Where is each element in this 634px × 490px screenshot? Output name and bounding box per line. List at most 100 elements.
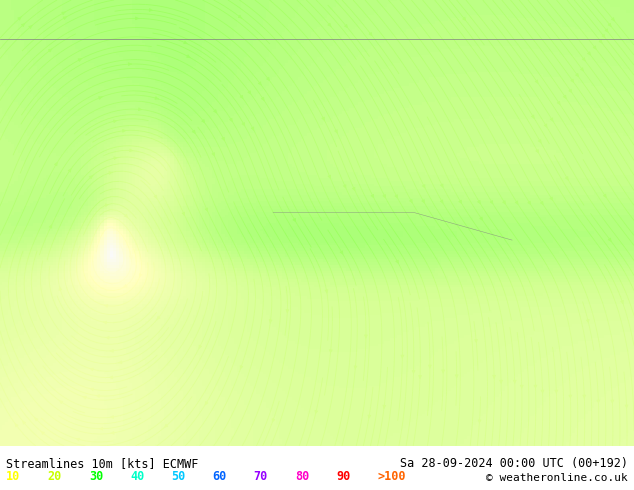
FancyArrowPatch shape [261, 97, 264, 100]
FancyArrowPatch shape [344, 185, 346, 188]
FancyArrowPatch shape [442, 370, 444, 373]
Text: >100: >100 [377, 470, 406, 483]
FancyArrowPatch shape [293, 219, 295, 221]
FancyArrowPatch shape [597, 400, 600, 403]
FancyArrowPatch shape [164, 424, 168, 428]
Text: Streamlines 10m [kts] ECMWF: Streamlines 10m [kts] ECMWF [6, 457, 198, 470]
FancyArrowPatch shape [581, 68, 583, 71]
FancyArrowPatch shape [328, 175, 330, 178]
FancyArrowPatch shape [325, 290, 328, 293]
FancyArrowPatch shape [61, 12, 65, 15]
FancyArrowPatch shape [395, 195, 398, 198]
FancyArrowPatch shape [214, 110, 216, 113]
FancyArrowPatch shape [59, 400, 63, 404]
FancyArrowPatch shape [625, 405, 628, 408]
FancyArrowPatch shape [76, 438, 79, 441]
FancyArrowPatch shape [455, 375, 458, 378]
FancyArrowPatch shape [604, 194, 606, 197]
FancyArrowPatch shape [621, 300, 623, 303]
FancyArrowPatch shape [401, 355, 404, 358]
FancyArrowPatch shape [155, 97, 158, 99]
FancyArrowPatch shape [111, 432, 114, 434]
FancyArrowPatch shape [23, 421, 25, 424]
FancyArrowPatch shape [186, 55, 190, 58]
Text: 40: 40 [130, 470, 144, 483]
FancyArrowPatch shape [315, 411, 318, 414]
FancyArrowPatch shape [463, 17, 465, 21]
FancyArrowPatch shape [569, 395, 572, 398]
FancyArrowPatch shape [269, 319, 272, 322]
FancyArrowPatch shape [535, 80, 538, 83]
FancyArrowPatch shape [611, 18, 614, 21]
FancyArrowPatch shape [412, 370, 415, 373]
FancyArrowPatch shape [238, 15, 242, 19]
FancyArrowPatch shape [602, 34, 605, 37]
FancyArrowPatch shape [99, 97, 102, 99]
FancyArrowPatch shape [514, 380, 516, 383]
FancyArrowPatch shape [480, 217, 482, 220]
FancyArrowPatch shape [354, 366, 357, 369]
FancyArrowPatch shape [110, 349, 113, 352]
FancyArrowPatch shape [593, 46, 596, 49]
FancyArrowPatch shape [90, 388, 94, 391]
FancyArrowPatch shape [335, 130, 337, 133]
FancyArrowPatch shape [248, 91, 250, 94]
FancyArrowPatch shape [521, 385, 523, 388]
FancyArrowPatch shape [383, 195, 385, 197]
FancyArrowPatch shape [477, 200, 480, 203]
FancyArrowPatch shape [528, 201, 531, 204]
FancyArrowPatch shape [63, 17, 67, 20]
Text: © weatheronline.co.uk: © weatheronline.co.uk [486, 473, 628, 483]
FancyArrowPatch shape [441, 184, 443, 187]
FancyArrowPatch shape [68, 169, 71, 172]
FancyArrowPatch shape [136, 17, 139, 20]
FancyArrowPatch shape [440, 200, 443, 203]
Text: 80: 80 [295, 470, 309, 483]
FancyArrowPatch shape [55, 163, 57, 166]
FancyArrowPatch shape [571, 79, 574, 82]
FancyArrowPatch shape [422, 199, 424, 203]
FancyArrowPatch shape [272, 419, 275, 422]
FancyArrowPatch shape [493, 375, 496, 378]
FancyArrowPatch shape [266, 77, 269, 80]
FancyArrowPatch shape [368, 415, 371, 418]
FancyArrowPatch shape [105, 204, 108, 206]
Text: Sa 28-09-2024 00:00 UTC (00+192): Sa 28-09-2024 00:00 UTC (00+192) [399, 457, 628, 470]
FancyArrowPatch shape [212, 153, 214, 156]
FancyArrowPatch shape [119, 361, 122, 364]
FancyArrowPatch shape [588, 52, 590, 55]
FancyArrowPatch shape [59, 287, 61, 290]
FancyArrowPatch shape [205, 208, 208, 211]
FancyArrowPatch shape [130, 256, 133, 259]
FancyArrowPatch shape [569, 89, 572, 93]
FancyArrowPatch shape [205, 401, 208, 405]
FancyArrowPatch shape [531, 115, 534, 118]
FancyArrowPatch shape [15, 424, 18, 427]
FancyArrowPatch shape [22, 23, 25, 26]
FancyArrowPatch shape [353, 187, 355, 190]
FancyArrowPatch shape [96, 394, 100, 397]
FancyArrowPatch shape [100, 427, 103, 430]
FancyArrowPatch shape [105, 305, 108, 307]
FancyArrowPatch shape [34, 417, 38, 421]
FancyArrowPatch shape [583, 395, 586, 398]
FancyArrowPatch shape [536, 149, 538, 153]
FancyArrowPatch shape [396, 260, 398, 263]
FancyArrowPatch shape [41, 431, 44, 435]
Text: 10: 10 [6, 470, 20, 483]
FancyArrowPatch shape [48, 49, 52, 52]
FancyArrowPatch shape [103, 321, 107, 324]
FancyArrowPatch shape [599, 40, 602, 43]
FancyArrowPatch shape [540, 201, 543, 204]
FancyArrowPatch shape [184, 41, 188, 44]
FancyArrowPatch shape [124, 285, 127, 288]
FancyArrowPatch shape [222, 137, 224, 140]
FancyArrowPatch shape [344, 24, 347, 27]
FancyArrowPatch shape [202, 120, 205, 122]
FancyArrowPatch shape [109, 172, 112, 174]
FancyArrowPatch shape [199, 345, 202, 348]
FancyArrowPatch shape [605, 29, 608, 32]
FancyArrowPatch shape [534, 385, 537, 388]
FancyArrowPatch shape [550, 197, 553, 200]
FancyArrowPatch shape [555, 390, 558, 393]
